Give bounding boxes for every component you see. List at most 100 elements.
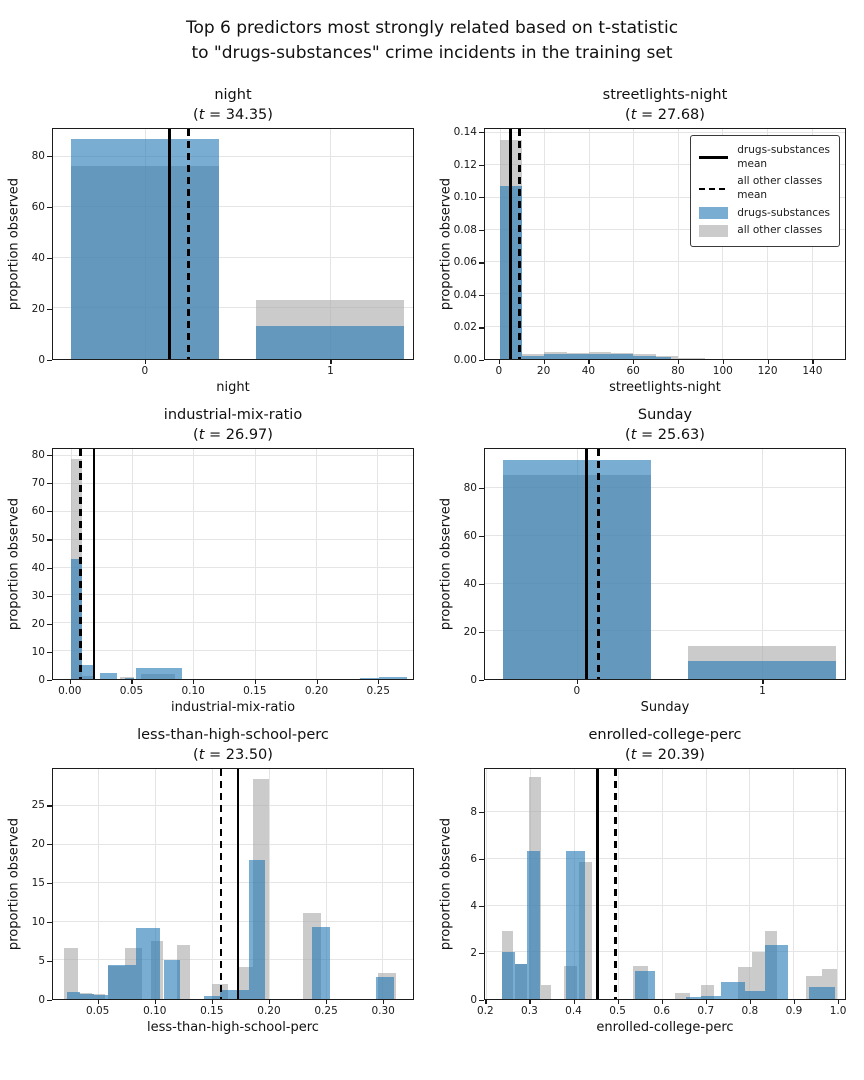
x-tick-mark: [661, 1000, 663, 1004]
gridline-horizontal: [485, 293, 845, 295]
legend-label-line: all other classes: [737, 224, 823, 237]
subplot-t-statistic: (t = 23.50): [193, 747, 273, 763]
x-tick-label: 120: [757, 365, 778, 377]
histogram-bar-drugs-substances: [93, 994, 108, 999]
figure-title: Top 6 predictors most strongly related b…: [0, 16, 864, 65]
subplot-title: night (t = 34.35): [52, 85, 414, 125]
plot-area: [52, 768, 414, 1000]
x-tick-mark: [677, 360, 680, 364]
x-tick-label: 0: [495, 365, 503, 377]
histogram-bar-drugs-substances: [378, 676, 407, 679]
y-axis-label: proportion observed: [6, 177, 22, 311]
x-tick-mark: [762, 680, 764, 684]
x-tick-label: 0.5: [609, 1005, 626, 1017]
y-tick-mark: [479, 811, 484, 813]
y-tick-label: 60: [31, 505, 45, 518]
gridline-vertical: [132, 449, 134, 679]
x-tick-label: 0.20: [304, 685, 329, 697]
y-axis-label: proportion observed: [6, 817, 22, 951]
gridline-horizontal: [53, 843, 413, 845]
gridline-horizontal: [53, 566, 413, 568]
y-tick-label: 20: [463, 625, 477, 638]
y-tick-label: 80: [31, 449, 45, 462]
x-tick-mark: [576, 680, 578, 684]
gridline-vertical: [617, 769, 619, 999]
x-tick-mark: [316, 680, 318, 684]
gridline-horizontal: [53, 594, 413, 596]
x-axis-label: night: [216, 380, 250, 395]
subplot-title-text: Sunday: [637, 407, 693, 423]
subplot-title: less-than-high-school-perc (t = 23.50): [52, 725, 414, 765]
legend: drugs-substances mean all other classes mea…: [690, 135, 840, 247]
histogram-bar-drugs-substances: [70, 559, 83, 679]
y-tick-mark: [47, 651, 52, 654]
y-tick-mark: [479, 535, 484, 537]
y-tick-mark: [479, 858, 484, 860]
x-tick-mark: [193, 680, 195, 684]
histogram-bar-drugs-substances: [764, 945, 788, 999]
subplot-industrial-mix-ratio: industrial-mix-ratio (t = 26.97) 0.00 0.05 0…: [0, 405, 432, 725]
y-tick-label: 20: [31, 838, 45, 851]
x-tick-label: 1: [759, 685, 766, 697]
x-tick-label: 140: [802, 365, 823, 377]
legend-label-line: drugs-substances: [737, 144, 830, 156]
y-tick-mark: [479, 487, 484, 489]
x-tick-label: 0.20: [257, 1005, 281, 1017]
histogram-bar-drugs-substances: [588, 354, 612, 359]
y-tick-label: 0.06: [453, 256, 477, 269]
histogram-bar-drugs-substances: [745, 990, 765, 999]
legend-entry-label: all other classes: [737, 224, 822, 238]
x-tick-mark: [97, 1000, 99, 1004]
y-tick-label: 30: [31, 589, 45, 602]
legend-label-line: all other classes: [737, 175, 823, 188]
all-other-classes-mean-line: [613, 769, 617, 999]
y-tick-label: 40: [31, 252, 45, 265]
x-tick-label: 0.30: [371, 1005, 395, 1017]
subplot-t-statistic: (t = 25.63): [625, 427, 705, 443]
plot-area: drugs-substances mean all other classes mea…: [484, 128, 846, 360]
y-tick-mark: [479, 164, 484, 166]
gridline-vertical: [254, 449, 256, 679]
y-tick-mark: [47, 680, 52, 682]
y-tick-mark: [47, 567, 52, 569]
gridline-horizontal: [485, 535, 845, 536]
plot-area: [52, 448, 414, 680]
histogram-bar-drugs-substances: [124, 677, 135, 679]
y-tick-label: 0: [470, 674, 477, 686]
gridline-horizontal: [53, 805, 413, 807]
y-tick-mark: [47, 805, 52, 807]
y-tick-mark: [479, 327, 484, 329]
gridline-horizontal: [485, 261, 845, 263]
subplot-t-statistic: (t = 20.39): [625, 747, 705, 763]
legend-dashed-line-sample: [699, 187, 729, 191]
x-tick-mark: [543, 360, 545, 364]
histogram-bar-drugs-substances: [249, 860, 266, 999]
histogram-bar-drugs-substances: [514, 963, 527, 999]
plot-area: [484, 768, 846, 1000]
gridline-vertical: [382, 769, 384, 999]
y-tick-mark: [479, 197, 484, 199]
y-tick-label: 0.04: [453, 288, 477, 301]
y-tick-label: 60: [31, 201, 45, 214]
y-tick-mark: [479, 294, 484, 297]
x-tick-label: 1: [327, 365, 334, 377]
x-axis-label: Sunday: [640, 700, 690, 715]
x-axis-label: streetlights-night: [609, 380, 721, 395]
y-tick-label: 70: [31, 477, 45, 490]
x-tick-mark: [722, 360, 724, 364]
histogram-bar-drugs-substances: [82, 665, 94, 679]
histogram-bar-all-other-classes: [674, 993, 691, 999]
histogram-bar-all-other-classes: [677, 357, 705, 359]
y-tick-mark: [479, 631, 484, 634]
histogram-bar-drugs-substances: [688, 661, 836, 679]
subplot-title-text: less-than-high-school-perc: [137, 727, 329, 743]
gridline-vertical: [486, 769, 488, 999]
gridline-horizontal: [53, 920, 413, 922]
legend-entry: all other classes: [699, 224, 830, 238]
x-tick-mark: [573, 1000, 575, 1004]
y-tick-label: 0: [38, 994, 45, 1006]
x-tick-mark: [268, 1000, 271, 1004]
y-tick-label: 0.02: [453, 321, 477, 334]
legend-label-line: mean: [737, 188, 768, 201]
all-other-classes-mean-line: [219, 769, 223, 999]
